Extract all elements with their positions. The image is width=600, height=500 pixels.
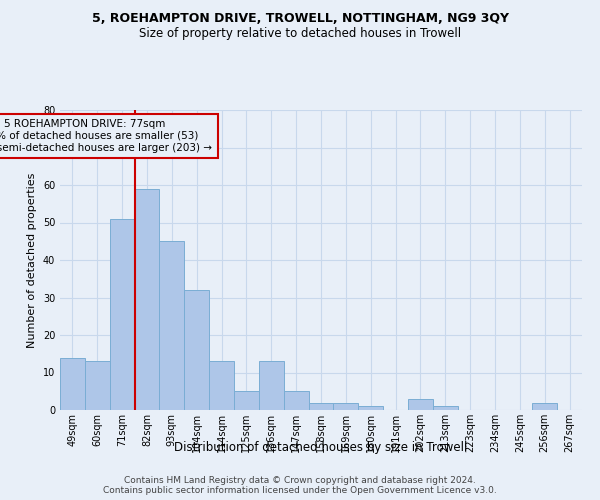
Bar [184,290,209,410]
Bar [259,361,284,410]
Bar [532,402,557,410]
Text: 5 ROEHAMPTON DRIVE: 77sqm
← 20% of detached houses are smaller (53)
78% of semi-: 5 ROEHAMPTON DRIVE: 77sqm ← 20% of detac… [0,120,212,152]
Bar [85,361,110,410]
Text: Contains HM Land Registry data © Crown copyright and database right 2024.
Contai: Contains HM Land Registry data © Crown c… [103,476,497,495]
Bar [433,406,458,410]
Text: Size of property relative to detached houses in Trowell: Size of property relative to detached ho… [139,28,461,40]
Bar [160,242,184,410]
Text: Distribution of detached houses by size in Trowell: Distribution of detached houses by size … [175,441,467,454]
Bar [234,391,259,410]
Bar [110,219,134,410]
Bar [60,358,85,410]
Bar [408,399,433,410]
Bar [334,402,358,410]
Bar [284,391,308,410]
Text: 5, ROEHAMPTON DRIVE, TROWELL, NOTTINGHAM, NG9 3QY: 5, ROEHAMPTON DRIVE, TROWELL, NOTTINGHAM… [91,12,509,26]
Bar [358,406,383,410]
Y-axis label: Number of detached properties: Number of detached properties [27,172,37,348]
Bar [209,361,234,410]
Bar [308,402,334,410]
Bar [134,188,160,410]
